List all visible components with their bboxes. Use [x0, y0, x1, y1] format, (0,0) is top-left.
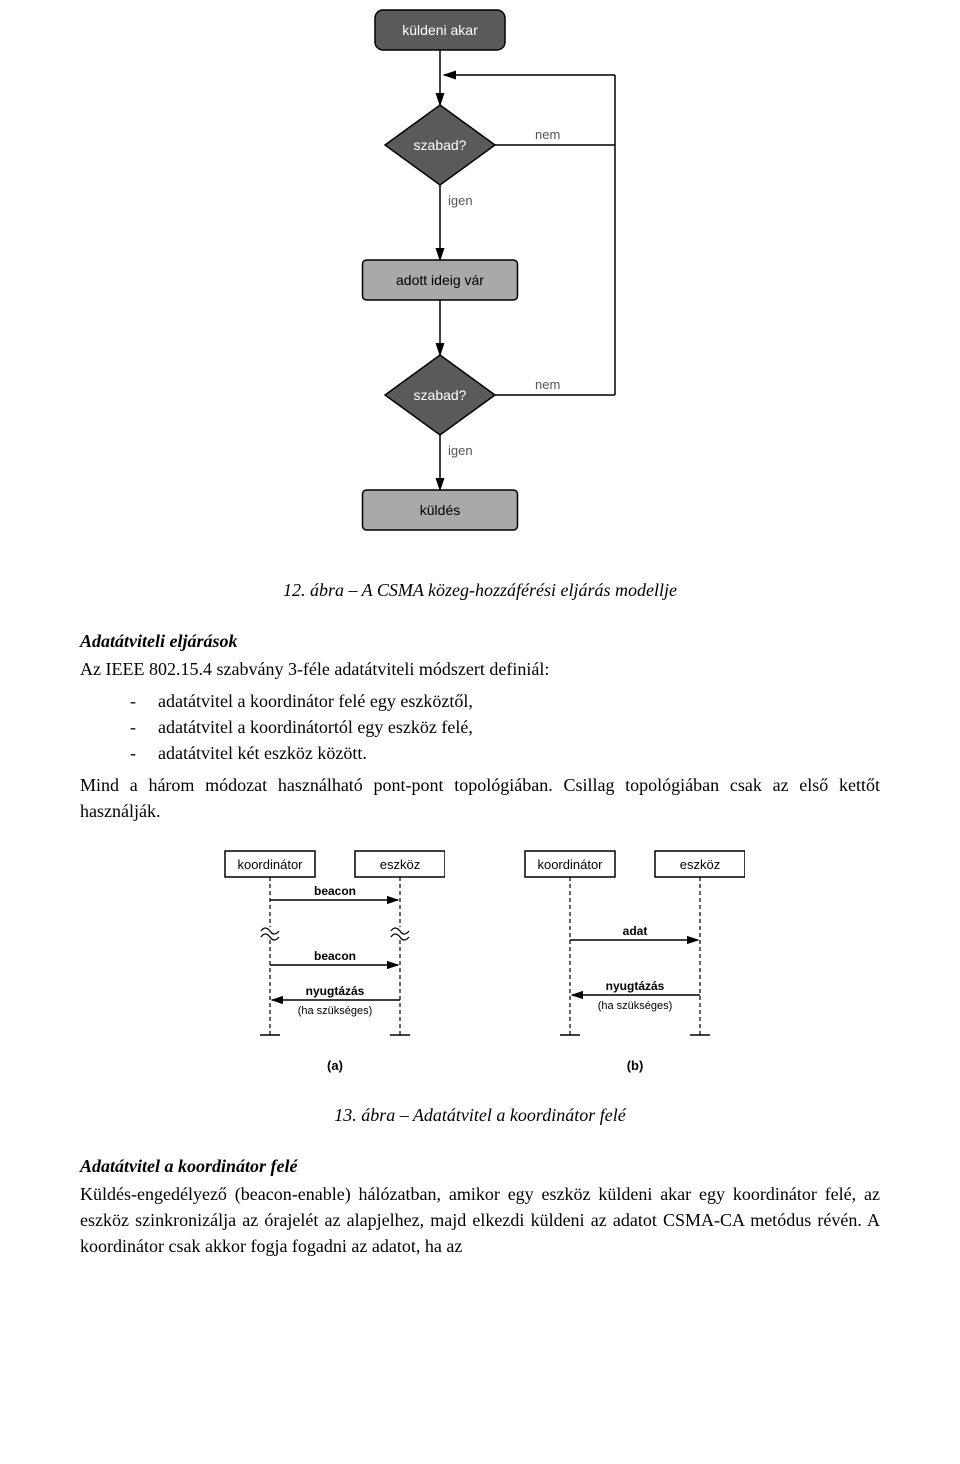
sequence-panel-b: koordinátor eszköz adat nyugtázás (ha szüksé…: [515, 845, 745, 1080]
svg-text:adat: adat: [623, 924, 648, 938]
svg-text:(b): (b): [627, 1058, 644, 1073]
paragraph-intro: Az IEEE 802.15.4 szabvány 3-féle adatátv…: [80, 656, 880, 682]
svg-text:eszköz: eszköz: [680, 857, 720, 872]
figure-12-caption: 12. ábra – A CSMA közeg-hozzáférési eljá…: [80, 580, 880, 601]
list-item: adatátvitel két eszköz között.: [130, 740, 880, 766]
figure-13-caption: 13. ábra – Adatátvitel a koordinátor fel…: [80, 1105, 880, 1126]
svg-text:adott ideig vár: adott ideig vár: [396, 272, 484, 288]
sequence-figure: koordinátor eszköz beacon beacon nyugtázás (h…: [80, 845, 880, 1080]
flowchart-figure: küldeni akar szabad? adott ideig vár szabad…: [80, 0, 880, 555]
paragraph-topology: Mind a három módozat használható pont-po…: [80, 772, 880, 824]
svg-text:koordinátor: koordinátor: [237, 857, 303, 872]
svg-text:(ha szükséges): (ha szükséges): [598, 1000, 673, 1012]
svg-text:(a): (a): [327, 1058, 343, 1073]
svg-text:igen: igen: [448, 443, 473, 458]
list-item: adatátvitel a koordinátor felé egy eszkö…: [130, 688, 880, 714]
svg-text:(ha szükséges): (ha szükséges): [298, 1005, 373, 1017]
svg-text:nyugtázás: nyugtázás: [306, 984, 365, 998]
svg-text:eszköz: eszköz: [380, 857, 420, 872]
svg-text:nyugtázás: nyugtázás: [606, 979, 665, 993]
svg-text:beacon: beacon: [314, 884, 356, 898]
bullet-list: adatátvitel a koordinátor felé egy eszkö…: [80, 688, 880, 766]
heading-adatatviteli: Adatátviteli eljárások: [80, 631, 880, 652]
svg-text:igen: igen: [448, 193, 473, 208]
svg-text:küldeni akar: küldeni akar: [402, 22, 478, 38]
svg-text:koordinátor: koordinátor: [537, 857, 603, 872]
svg-text:szabad?: szabad?: [414, 387, 467, 403]
flowchart-svg: küldeni akar szabad? adott ideig vár szabad…: [310, 0, 650, 555]
svg-text:szabad?: szabad?: [414, 137, 467, 153]
heading-koordinator: Adatátvitel a koordinátor felé: [80, 1156, 880, 1177]
list-item: adatátvitel a koordinátortól egy eszköz …: [130, 714, 880, 740]
svg-text:küldés: küldés: [420, 502, 460, 518]
paragraph-beacon: Küldés-engedélyező (beacon-enable) hálóz…: [80, 1181, 880, 1259]
svg-text:nem: nem: [535, 127, 560, 142]
svg-text:nem: nem: [535, 377, 560, 392]
svg-text:beacon: beacon: [314, 949, 356, 963]
sequence-panel-a: koordinátor eszköz beacon beacon nyugtázás (h…: [215, 845, 445, 1080]
